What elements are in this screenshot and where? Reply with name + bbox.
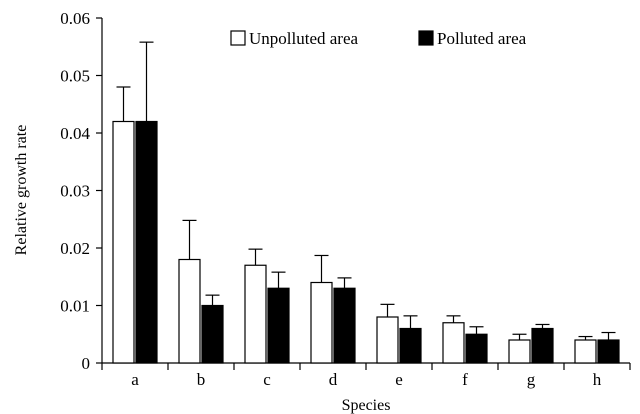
legend-label: Polluted area — [437, 29, 527, 48]
x-tick-label: g — [527, 370, 536, 389]
x-tick-label: e — [395, 370, 403, 389]
bar-unpolluted-b — [178, 258, 201, 364]
bar-unpolluted-d — [310, 281, 333, 364]
y-tick-label: 0.06 — [60, 9, 90, 28]
bar-polluted-a — [135, 120, 158, 364]
bar-polluted-b — [201, 304, 224, 364]
y-tick-label: 0 — [82, 354, 91, 373]
x-tick-label: a — [131, 370, 139, 389]
bar-polluted-f — [465, 333, 488, 364]
x-ticks: a b c d e f g h — [101, 363, 631, 389]
x-axis-title: Species — [342, 397, 391, 414]
bar-unpolluted-h — [574, 339, 597, 364]
bar-polluted-c — [267, 287, 290, 364]
bar-unpolluted-g — [508, 339, 531, 364]
y-ticks: 0 0.01 0.02 0.03 0.04 0.05 0.06 — [60, 9, 102, 373]
legend-label: Unpolluted area — [249, 29, 358, 48]
bars — [112, 120, 620, 364]
x-tick-label: h — [593, 370, 602, 389]
legend: Unpolluted area Polluted area — [230, 29, 527, 48]
y-tick-label: 0.03 — [60, 182, 90, 201]
bar-polluted-d — [333, 287, 356, 364]
y-axis-title: Relative growth rate — [13, 125, 30, 256]
bar-polluted-h — [597, 339, 620, 364]
bar-polluted-g — [531, 327, 554, 364]
y-tick-label: 0.01 — [60, 297, 90, 316]
legend-swatch — [230, 30, 246, 46]
x-tick-label: c — [263, 370, 271, 389]
bar-unpolluted-e — [376, 316, 399, 364]
bar-unpolluted-a — [112, 120, 135, 364]
y-tick-label: 0.02 — [60, 239, 90, 258]
y-tick-label: 0.04 — [60, 124, 90, 143]
bar-unpolluted-f — [442, 322, 465, 364]
bar-polluted-e — [399, 327, 422, 364]
x-tick-label: b — [197, 370, 206, 389]
x-tick-label: f — [462, 370, 468, 389]
x-tick-label: d — [329, 370, 338, 389]
error-bars — [116, 41, 616, 340]
legend-swatch — [418, 30, 434, 46]
y-tick-label: 0.05 — [60, 67, 90, 86]
bar-unpolluted-c — [244, 264, 267, 364]
